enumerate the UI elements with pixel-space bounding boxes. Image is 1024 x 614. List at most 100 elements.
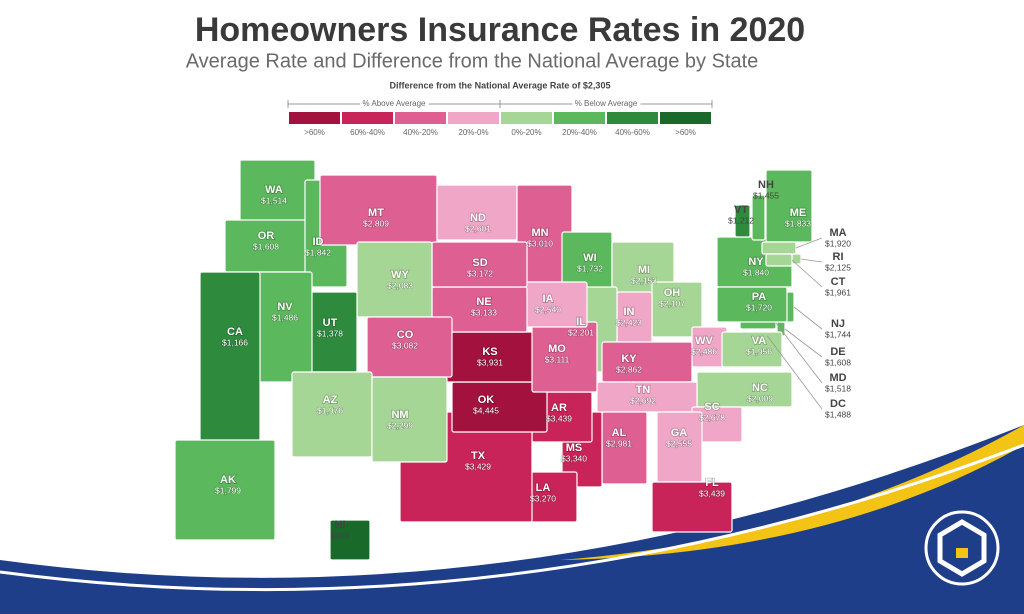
state-abbr: AK [220,474,236,486]
state-label: WY$2,083 [386,268,413,291]
leader-line [775,322,823,384]
state-rate: $3,270 [530,493,556,503]
state-label: KY$2,862 [615,352,642,375]
state-abbr: NH [758,179,774,191]
state-label: WI$1,732 [576,251,603,274]
state-rate: $2,083 [387,280,413,290]
state-abbr: WA [265,184,283,196]
state [601,341,693,383]
legend-swatch [607,112,658,124]
state-abbr: OR [258,230,275,242]
state-rate: $1,608 [253,241,279,251]
state-rate: $3,082 [392,340,418,350]
state-rate: $3,010 [527,238,553,248]
state-label: ID$1,842 [304,235,331,258]
state-abbr: IA [543,293,554,305]
state-label: NC$2,009 [746,381,773,404]
state-abbr: NJ [831,318,845,330]
leader-line [766,335,823,410]
state-abbr: AZ [323,394,338,406]
state-rate: $1,956 [746,346,772,356]
state-rate: $1,212 [728,215,754,225]
leader-line [784,328,823,358]
legend-label: 20%-40% [562,128,597,137]
state-abbr: CA [227,326,243,338]
state-rate: $2,601 [465,223,491,233]
state-label: MT$2,809 [362,206,389,229]
state-label: DE$1,608 [784,328,851,367]
title: Homeowners Insurance Rates in 2020 [195,11,805,49]
state [199,271,261,443]
legend-above: % Above Average [362,99,426,108]
state-shapes [174,159,813,561]
state-abbr: SD [472,257,487,269]
footer-line [0,443,1024,592]
state-label: CA$1,166 [221,325,248,348]
legend-swatch [395,112,446,124]
state-label: CO$3,082 [391,328,418,351]
state-rate: $2,981 [606,438,632,448]
legend: >60% 60%-40% 40%-20% 20%-0% 0%-20% 20%-40% 40%… [289,112,711,137]
state [371,376,448,463]
state-label: NJ$1,744 [793,306,851,339]
legend-label: 40%-60% [615,128,650,137]
state-label: RI$2,125 [800,251,851,272]
logo [924,510,1000,586]
state-abbr: IN [624,306,635,318]
state-abbr: GA [671,427,688,439]
state-label: IN$2,423 [615,305,642,328]
state-abbr: TN [636,384,651,396]
state-rate: $1,455 [753,190,779,200]
state-rate: $1,486 [272,312,298,322]
state-label: GA$2,555 [665,426,692,449]
state-rate: $2,423 [616,317,642,327]
state-label: MN$3,010 [526,226,553,249]
state-abbr: AL [612,427,627,439]
state-rate: $499 [331,530,350,540]
state [329,519,371,561]
state-abbr: DE [830,346,845,358]
state [761,241,797,255]
state-rate: $1,518 [825,383,851,393]
state-abbr: NE [476,296,491,308]
state-label: MD$1,518 [775,322,851,393]
state-rate: $2,299 [387,420,413,430]
state-label: AK$1,799 [214,473,241,496]
state-label: IA$2,540 [534,292,561,315]
state-abbr: CT [831,276,846,288]
state-abbr: FL [705,477,719,489]
state-label: ND$2,601 [464,211,491,234]
state-abbr: VA [752,335,767,347]
state-label: AR$3,439 [545,401,572,424]
state-rate: $3,111 [545,354,570,364]
leader-line [793,306,823,330]
state [721,331,783,368]
state-label: MS$3,340 [560,441,587,464]
state-abbr: KS [482,346,497,358]
state-label: LA$3,270 [529,481,556,504]
state-label: UT$1,378 [316,316,343,339]
legend-title: Difference from the National Average Rat… [390,80,611,90]
state-label: HI$499 [331,519,350,540]
state-rate: $3,133 [471,307,497,317]
state-abbr: KY [621,353,637,365]
state-rate: $1,840 [743,267,769,277]
state-rate: $3,931 [477,357,503,367]
legend-label: 60%-40% [350,128,385,137]
state-rate: $3,340 [561,453,587,463]
state-rate: $1,976 [317,405,343,415]
state-abbr: WI [583,252,596,264]
leader-line [791,259,823,288]
state-label: VT$1,212 [728,204,754,225]
state-abbr: AR [551,402,567,414]
state-label: NH$1,455 [753,179,779,200]
state [651,481,733,533]
state-rate: $1,842 [305,247,331,257]
state-label: MI$2,153 [630,263,657,286]
state-label: NY$1,840 [742,255,769,278]
state-label: IL$2,201 [567,315,594,338]
legend-swatch [289,112,340,124]
state-abbr: NY [748,256,764,268]
